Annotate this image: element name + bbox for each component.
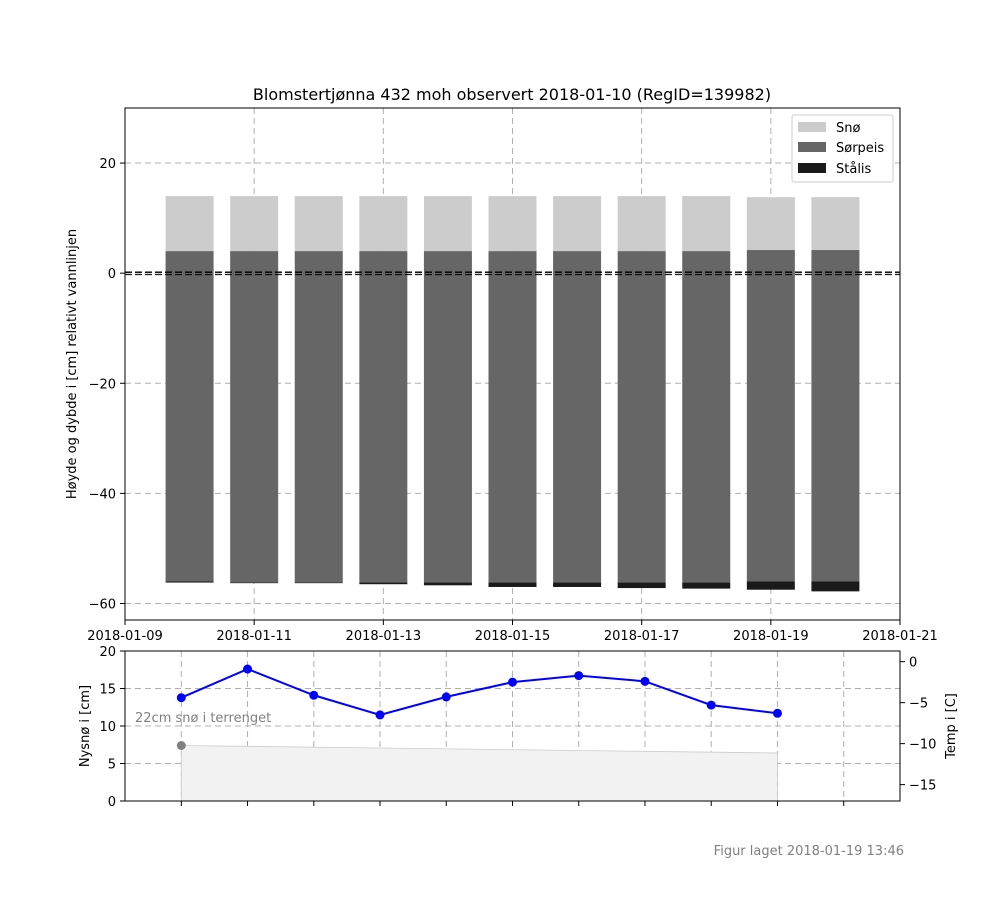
bar-stalis [488, 582, 537, 587]
bar-sorpeis [488, 251, 537, 583]
bar-stalis [423, 582, 472, 586]
top-y-ticks: 20 0 −20 −40 −60 [89, 157, 125, 612]
top-y-tick-label: −60 [89, 597, 116, 612]
top-chart: Blomstertjønna 432 moh observert 2018-01… [65, 85, 938, 644]
bar-stalis [165, 581, 214, 583]
temperature-point [640, 676, 650, 686]
bar-sorpeis [423, 251, 472, 583]
bar-sno [746, 197, 795, 251]
bar-stalis [294, 582, 343, 584]
top-x-tick-label: 2018-01-11 [216, 629, 292, 644]
bottom-y-tick-label: 20 [99, 645, 116, 660]
top-x-tick-label: 2018-01-13 [346, 629, 422, 644]
bar-sorpeis [230, 251, 279, 583]
temperature-point [309, 690, 319, 700]
bar-sno [423, 196, 472, 252]
bottom-y2-tick-label: −15 [909, 779, 936, 794]
temperature-point [574, 671, 584, 681]
bar-sno [230, 196, 279, 252]
temperature-line [180, 667, 778, 716]
snow-depth-area [180, 745, 778, 802]
temperature-point [176, 693, 186, 703]
legend-swatch-stalis [798, 163, 826, 173]
bottom-y-tick-label: 0 [108, 795, 116, 810]
bar-sorpeis [682, 251, 731, 583]
bottom-y2-tick-label: −10 [909, 738, 936, 753]
bar-stalis [553, 582, 602, 587]
temperature-point [441, 692, 451, 702]
bar-sno [165, 196, 214, 252]
bottom-x-ticks [180, 801, 845, 806]
top-x-tick-label: 2018-01-19 [733, 629, 809, 644]
top-x-tick-label: 2018-01-17 [604, 629, 680, 644]
bar-sno [682, 196, 731, 252]
snow-depth-marker [176, 741, 186, 750]
top-x-ticks: 2018-01-09 2018-01-11 2018-01-13 2018-01-15… [87, 620, 938, 644]
bar-stalis [811, 581, 860, 592]
legend-label-sorpeis: Sørpeis [836, 141, 884, 156]
temperature-point [508, 677, 517, 687]
top-bars [165, 196, 860, 592]
bar-stalis [230, 582, 279, 584]
bottom-y2-tick-label: 0 [909, 656, 917, 671]
temperature-point [375, 710, 385, 720]
legend-swatch-sorpeis [798, 142, 826, 152]
bar-sno [359, 196, 408, 252]
bar-sorpeis [165, 251, 214, 582]
bottom-y2-ticks: 0 −5 −10 −15 [900, 656, 936, 794]
top-y-tick-label: 0 [108, 267, 116, 282]
bar-stalis [359, 582, 408, 585]
top-y-tick-label: −20 [89, 377, 116, 392]
top-chart-title: Blomstertjønna 432 moh observert 2018-01… [253, 85, 771, 104]
legend-label-stalis: Stålis [836, 162, 872, 177]
temperature-point [772, 708, 782, 718]
bar-sno [553, 196, 602, 252]
temperature-point [706, 700, 716, 710]
footer-timestamp: Figur laget 2018-01-19 13:46 [714, 844, 904, 859]
bottom-y-tick-label: 5 [108, 758, 116, 773]
legend: Snø Sørpeis Stålis [791, 114, 894, 183]
bar-sno [294, 196, 343, 252]
bar-stalis [682, 582, 731, 589]
bar-sorpeis [811, 250, 860, 582]
bar-stalis [617, 582, 666, 589]
bar-sno [811, 197, 860, 251]
bottom-y-tick-label: 10 [99, 720, 116, 735]
bar-sorpeis [294, 251, 343, 583]
top-x-tick-label: 2018-01-15 [475, 629, 551, 644]
bar-sorpeis [746, 250, 795, 582]
top-y-tick-label: 20 [99, 157, 116, 172]
bottom-y-axis-label: Nysnø i [cm] [78, 685, 93, 767]
temperature-point [243, 664, 253, 674]
temperature-points [176, 664, 782, 720]
top-y-tick-label: −40 [89, 487, 116, 502]
top-y-axis-label: Høyde og dybde i [cm] relativt vannlinje… [65, 229, 80, 499]
bottom-y2-axis-label: Temp i [C] [944, 693, 959, 760]
legend-label-sno: Snø [836, 121, 860, 136]
bar-sorpeis [359, 251, 408, 583]
bottom-y-tick-label: 15 [99, 683, 116, 698]
bar-sorpeis [617, 251, 666, 583]
bottom-y2-tick-label: −5 [909, 697, 928, 712]
bar-sorpeis [553, 251, 602, 583]
bar-sno [617, 196, 666, 252]
legend-swatch-sno [798, 122, 826, 132]
bottom-y-ticks: 20 15 10 5 0 [99, 645, 125, 810]
bar-stalis [746, 581, 795, 590]
top-x-tick-label: 2018-01-21 [862, 629, 938, 644]
top-x-tick-label: 2018-01-09 [87, 629, 163, 644]
snow-annotation: 22cm snø i terrenget [135, 711, 271, 726]
bar-sno [488, 196, 537, 252]
